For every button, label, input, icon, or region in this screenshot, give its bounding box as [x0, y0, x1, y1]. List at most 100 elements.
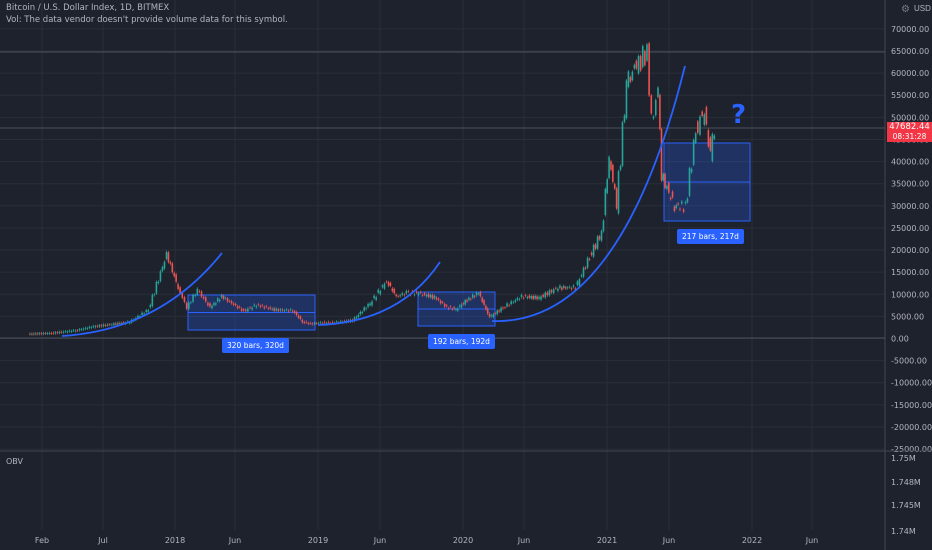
candle-body [470, 298, 472, 300]
candle-body [407, 291, 410, 292]
candle-body [492, 314, 495, 317]
candle-body [104, 324, 107, 326]
candle-body [194, 295, 196, 296]
candle-body [546, 292, 549, 296]
candle-body [141, 312, 143, 315]
candle-body [557, 288, 559, 291]
candle-body [190, 302, 192, 303]
candle-body [522, 297, 525, 299]
candle-body [530, 296, 533, 299]
candle-body [249, 307, 251, 309]
candle-body [654, 100, 657, 116]
candle-body [504, 307, 506, 309]
candle-body [664, 173, 666, 188]
candle-body [570, 288, 573, 290]
candle-body [289, 309, 292, 311]
candle-body [699, 116, 701, 135]
candle-body [35, 333, 37, 335]
candle-body [538, 296, 540, 299]
candle-body [639, 55, 642, 71]
currency-label[interactable]: USD [914, 4, 931, 13]
candle-body [242, 309, 245, 311]
candle-body [54, 332, 57, 334]
candle-body [38, 333, 41, 335]
candle-body [220, 295, 223, 298]
candle-body [74, 330, 77, 332]
candle-body [90, 327, 93, 329]
candle-body [323, 321, 326, 323]
y-tick-label: 10000.00 [891, 290, 929, 299]
y-tick-label: -20000.00 [891, 423, 932, 432]
candle-body [561, 287, 563, 290]
candle-body [82, 328, 85, 330]
last-price-value: 47682.44 [889, 122, 930, 132]
candle-body [690, 168, 693, 173]
candle-body [405, 291, 408, 294]
candle-body [544, 292, 547, 298]
candle-body [555, 287, 557, 289]
obv-tick-label: 1.74M [891, 527, 916, 536]
candle-body [371, 301, 373, 306]
candle-body [468, 297, 470, 300]
candle-body [265, 306, 268, 307]
candle-body [635, 60, 638, 69]
candle-body [267, 308, 270, 309]
candle-body [490, 315, 493, 317]
candle-body [707, 130, 710, 147]
candle-body [335, 321, 338, 323]
candle-body [617, 171, 620, 214]
candle-body [453, 307, 455, 309]
candle-body [586, 257, 589, 268]
y-tick-label: 5000.00 [891, 312, 924, 321]
candle-body [149, 305, 152, 308]
candle-body [526, 297, 529, 299]
candle-body [36, 333, 39, 335]
candle-body [109, 324, 111, 326]
x-tick-label: Jun [805, 536, 819, 545]
date-range-label-2[interactable]: 192 bars, 192d [428, 334, 495, 349]
candle-body [604, 188, 607, 216]
candle-body [183, 297, 186, 302]
candle-body [641, 46, 644, 68]
candle-body [684, 202, 687, 204]
obv-indicator-label[interactable]: OBV [6, 457, 24, 466]
candle-body [211, 305, 213, 309]
candle-body [532, 296, 535, 299]
candle-body [456, 308, 459, 311]
candle-body [413, 294, 416, 296]
candle-body [215, 303, 217, 305]
candle-body [60, 332, 63, 333]
candle-body [692, 140, 695, 165]
candle-body [228, 301, 231, 302]
candle-body [694, 133, 697, 143]
x-tick-label: 2022 [742, 536, 762, 545]
candle-body [524, 295, 527, 296]
candle-body [50, 333, 53, 334]
candle-body [433, 295, 436, 299]
candle-body [415, 291, 418, 293]
candle-body [514, 300, 517, 302]
date-range-label-3[interactable]: 217 bars, 217d [677, 229, 744, 244]
candle-body [451, 309, 454, 310]
growth-curve [491, 65, 686, 322]
obv-tick-label: 1.75M [891, 454, 916, 463]
candle-body [659, 94, 661, 129]
question-mark-annotation[interactable]: ? [731, 100, 747, 130]
date-range-label-1[interactable]: 320 bars, 320d [222, 338, 289, 353]
candle-body [506, 303, 508, 307]
candle-body [389, 282, 392, 286]
candle-body [462, 303, 465, 305]
candle-body [301, 320, 304, 323]
candle-body [291, 310, 294, 312]
candle-body [512, 302, 515, 303]
candle-body [202, 296, 205, 299]
candle-body [621, 122, 624, 166]
y-tick-label: 40000.00 [891, 158, 929, 167]
candle-body [155, 281, 158, 294]
candle-body [623, 115, 626, 122]
symbol-title[interactable]: Bitcoin / U.S. Dollar Index, 1D, BITMEX [6, 3, 170, 13]
x-tick-label: Jun [662, 536, 676, 545]
candle-body [441, 302, 444, 303]
gear-icon[interactable]: ⚙ [901, 4, 910, 15]
